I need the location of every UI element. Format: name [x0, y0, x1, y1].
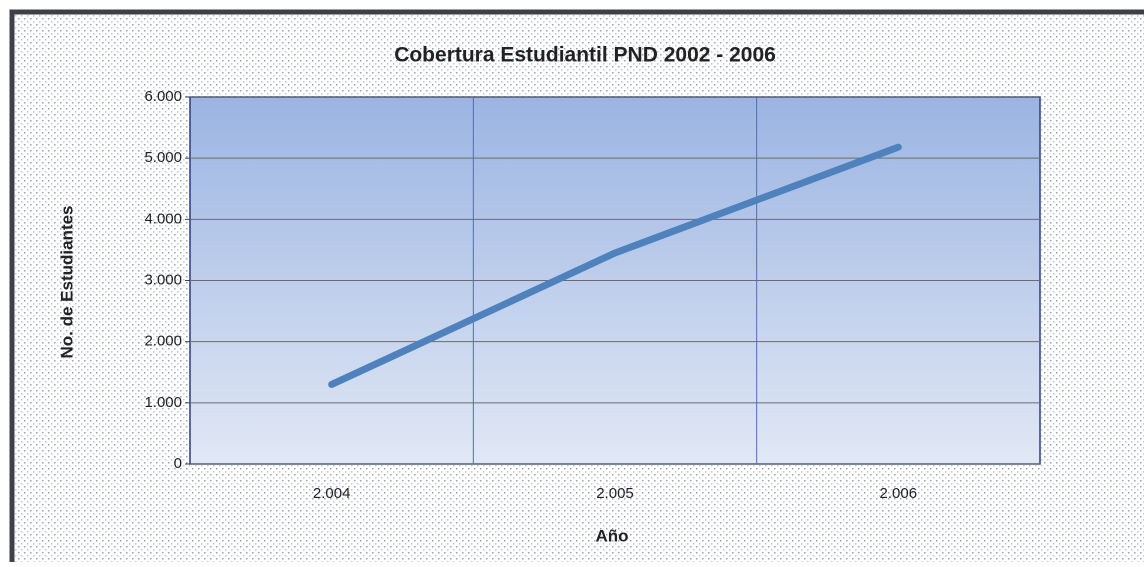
y-axis-title: No. de Estudiantes: [57, 205, 76, 358]
y-tick-label: 2.000: [144, 333, 182, 350]
x-tick-label: 2.005: [596, 485, 634, 502]
y-tick-label: 5.000: [144, 149, 182, 166]
y-tick-label: 1.000: [144, 394, 182, 411]
y-tick-label: 0: [174, 455, 182, 472]
y-tick-label: 6.000: [144, 88, 182, 105]
x-axis-title: Año: [595, 526, 628, 545]
data-line: [328, 143, 902, 388]
y-tick-label: 4.000: [144, 210, 182, 227]
x-tick-label: 2.006: [880, 485, 918, 502]
x-tick-label: 2.004: [313, 485, 351, 502]
y-tick-label: 3.000: [144, 271, 182, 288]
chart-title: Cobertura Estudiantil PND 2002 - 2006: [394, 44, 776, 67]
